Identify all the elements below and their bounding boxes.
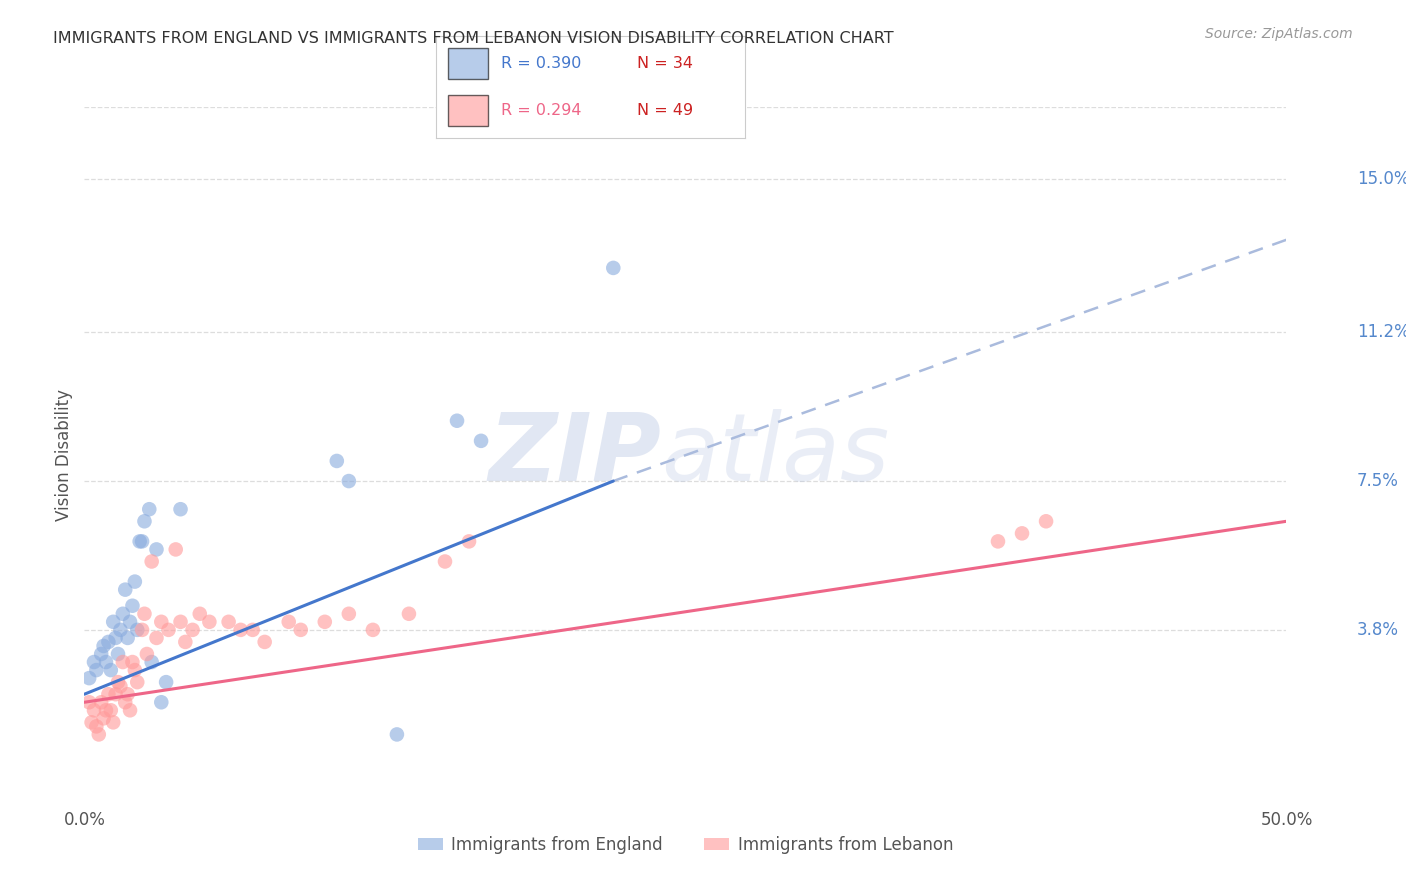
Point [118,703,141,717]
Point [103,715,125,730]
Point [114,582,136,597]
Point [94,655,117,669]
Point [111,655,134,669]
Point [94,703,117,717]
Point [117,631,139,645]
Y-axis label: Vision Disability: Vision Disability [55,389,73,521]
Point [107,675,129,690]
Point [118,615,141,629]
Text: atlas: atlas [661,409,890,500]
Point [111,607,134,621]
Point [83,655,105,669]
Point [150,695,173,709]
Point [121,655,143,669]
Point [121,599,143,613]
Point [458,534,481,549]
Point [198,615,221,629]
Point [107,647,129,661]
Text: ZIP: ZIP [488,409,661,501]
Point [127,675,149,690]
Point [218,615,240,629]
Point [86,663,108,677]
Point [253,635,276,649]
Point [188,607,211,621]
Text: R = 0.294: R = 0.294 [501,103,581,118]
Point [135,647,157,661]
Point [141,655,163,669]
Point [77,671,100,685]
Text: N = 49: N = 49 [637,103,693,118]
Point [169,615,191,629]
Point [114,695,136,709]
Point [434,554,457,568]
Point [145,631,167,645]
Point [1035,514,1057,528]
Text: 7.5%: 7.5% [1357,472,1399,490]
Point [104,687,127,701]
Point [314,615,336,629]
Point [131,623,153,637]
Point [134,607,156,621]
Point [337,474,360,488]
Point [103,615,125,629]
Point [90,647,112,661]
Point [277,615,299,629]
Point [100,703,122,717]
Text: 3.8%: 3.8% [1357,621,1399,639]
Point [242,623,264,637]
Point [127,623,149,637]
Point [93,711,115,725]
Point [104,631,127,645]
Point [229,623,252,637]
Point [337,607,360,621]
Point [93,639,115,653]
Text: 15.0%: 15.0% [1357,170,1406,188]
Point [470,434,492,448]
Point [290,623,312,637]
Point [602,260,624,275]
Point [145,542,167,557]
Point [150,615,173,629]
Point [110,623,132,637]
Point [138,502,160,516]
Text: R = 0.390: R = 0.390 [501,56,581,70]
Point [1011,526,1033,541]
Point [124,574,146,589]
Point [83,703,105,717]
Point [361,623,384,637]
Point [165,542,187,557]
Text: IMMIGRANTS FROM ENGLAND VS IMMIGRANTS FROM LEBANON VISION DISABILITY CORRELATION: IMMIGRANTS FROM ENGLAND VS IMMIGRANTS FR… [53,31,894,46]
Point [80,715,103,730]
FancyBboxPatch shape [449,95,488,126]
Point [110,679,132,693]
Point [141,554,163,568]
Point [155,675,177,690]
Point [987,534,1010,549]
Point [97,635,120,649]
Point [157,623,180,637]
FancyBboxPatch shape [449,48,488,78]
Point [128,534,150,549]
Point [385,727,408,741]
Point [87,727,110,741]
Point [86,719,108,733]
Point [97,687,120,701]
Point [117,687,139,701]
Text: N = 34: N = 34 [637,56,693,70]
Text: 11.2%: 11.2% [1357,323,1406,342]
Text: Source: ZipAtlas.com: Source: ZipAtlas.com [1205,27,1353,41]
Point [446,414,468,428]
Point [181,623,204,637]
Point [131,534,153,549]
Point [169,502,191,516]
Point [100,663,122,677]
Legend: Immigrants from England, Immigrants from Lebanon: Immigrants from England, Immigrants from… [411,830,960,861]
Point [398,607,420,621]
Point [174,635,197,649]
Point [124,663,146,677]
Point [90,695,112,709]
Point [77,695,100,709]
Point [134,514,156,528]
Point [326,454,349,468]
